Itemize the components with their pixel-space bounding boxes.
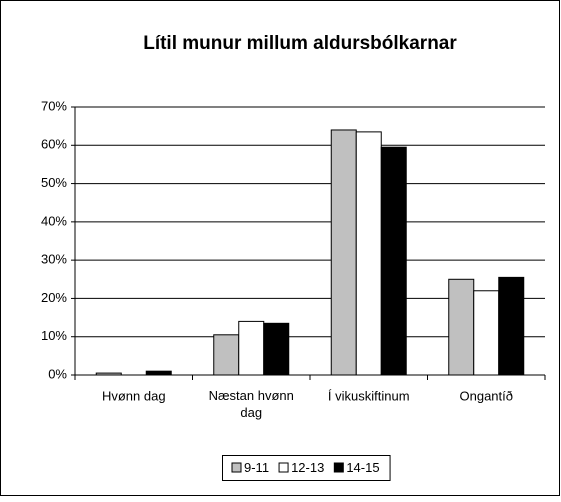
bar (448, 278, 475, 376)
bar (355, 131, 382, 376)
x-tick-label: Í vikuskiftinum (328, 388, 410, 403)
y-tick-label: 20% (41, 290, 67, 305)
y-tick-label: 0% (48, 366, 67, 381)
bar (145, 370, 172, 376)
bar (238, 320, 265, 376)
bar (473, 290, 500, 376)
y-tick-label: 10% (41, 328, 67, 343)
legend-swatch (278, 462, 289, 473)
legend-swatch (333, 462, 344, 473)
legend-label: 12-13 (291, 460, 324, 475)
legend-label: 14-15 (346, 460, 379, 475)
y-tick-label: 60% (41, 137, 67, 152)
legend-label: 9-11 (244, 460, 269, 475)
bar (380, 146, 407, 376)
x-tick-label: Næstan hvønn dag (209, 388, 294, 420)
bar (330, 129, 357, 376)
y-tick-label: 50% (41, 175, 67, 190)
bar (213, 334, 240, 376)
bar (263, 322, 290, 376)
y-tick-label: 40% (41, 213, 67, 228)
y-tick-label: 30% (41, 252, 67, 267)
legend-swatch (231, 462, 242, 473)
chart-title: Lítil munur millum aldursbólkarnar (143, 33, 457, 54)
legend-box (222, 455, 391, 481)
bar (498, 276, 525, 376)
x-tick-label: Hvønn dag (102, 388, 166, 403)
y-tick-label: 70% (41, 98, 67, 113)
x-tick-label: Ongantíð (460, 388, 514, 403)
